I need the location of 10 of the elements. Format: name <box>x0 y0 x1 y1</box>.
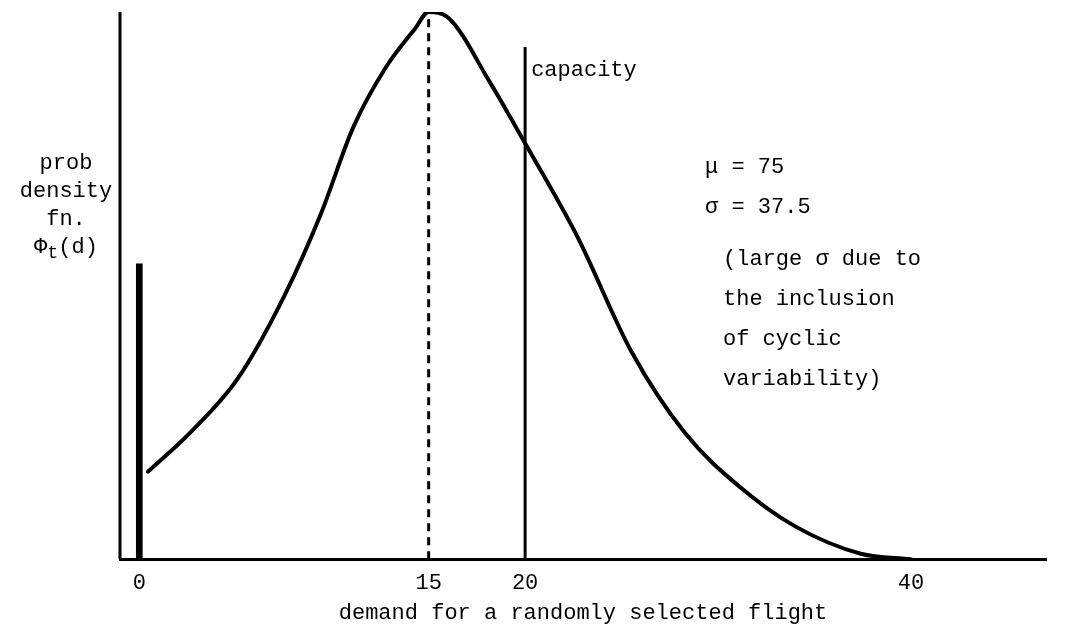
x-axis-title: demand for a randomly selected flight <box>338 600 828 626</box>
annotation: (large σ due to the inclusion of cyclic variability) <box>723 246 923 394</box>
y-axis-title: prob density fn. Φ$_{t}$(d) <box>18 150 114 267</box>
x-tick-label: 15 <box>415 571 442 597</box>
x-tick-label: 40 <box>897 571 925 597</box>
annotation: μ = 75 <box>705 154 786 182</box>
x-tick-label: 0 <box>132 571 146 597</box>
x-tick-label: 20 <box>511 571 539 597</box>
annotation: σ = 37.5 <box>705 194 812 222</box>
ref-line-label: capacity <box>531 57 637 83</box>
